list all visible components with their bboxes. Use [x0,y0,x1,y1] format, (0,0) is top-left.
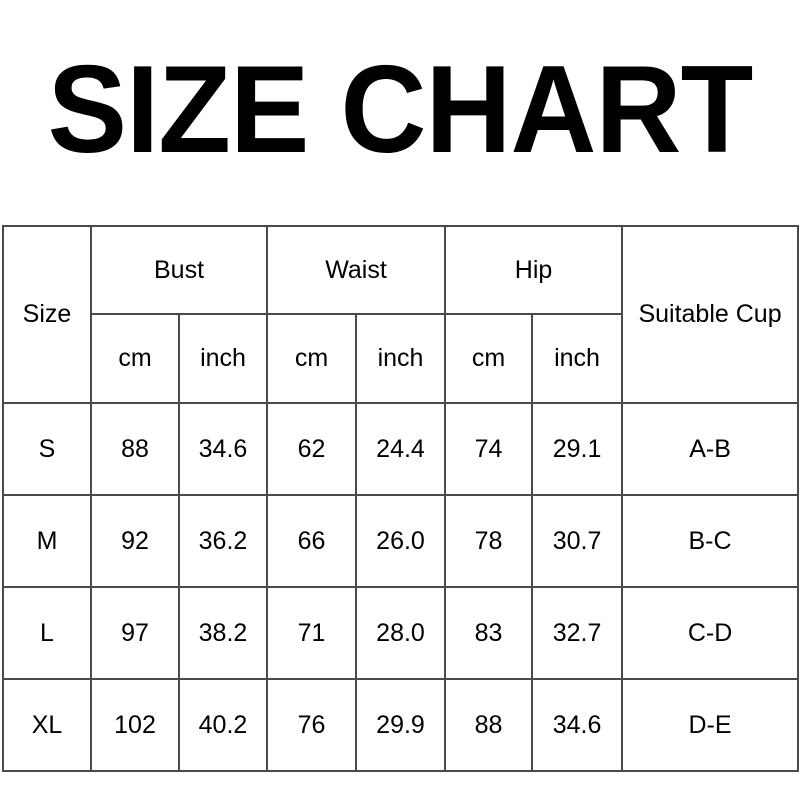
table-body: S 88 34.6 62 24.4 74 29.1 A-B M 92 36.2 … [2,402,800,772]
cell-hip-inch: 29.1 [531,402,624,496]
table-row: XL 102 40.2 76 29.9 88 34.6 D-E [2,678,800,772]
header-hip-cm: cm [444,313,534,404]
cell-waist-cm: 76 [266,678,357,772]
cell-hip-cm: 74 [444,402,534,496]
header-group-waist: Waist [265,225,447,315]
cell-bust-cm: 102 [90,678,180,772]
header-hip-inch: inch [531,313,624,404]
cell-waist-cm: 62 [266,402,357,496]
cell-size: M [2,494,92,588]
size-chart-table-container: Size Bust Waist Hip Suitable Cup cm inch… [2,225,800,772]
cell-waist-inch: 29.9 [354,678,447,772]
table-row: L 97 38.2 71 28.0 83 32.7 C-D [2,586,800,680]
table-row: M 92 36.2 66 26.0 78 30.7 B-C [2,494,800,588]
cell-bust-cm: 92 [90,494,180,588]
cell-waist-inch: 26.0 [354,494,447,588]
header-group-hip: Hip [444,225,624,315]
cell-hip-cm: 88 [444,678,534,772]
cell-bust-inch: 38.2 [178,586,268,680]
cell-hip-inch: 32.7 [531,586,624,680]
cell-waist-cm: 71 [266,586,357,680]
cell-bust-inch: 34.6 [178,402,268,496]
header-bust-cm: cm [90,313,180,404]
header-size: Size [2,225,92,404]
cell-size: L [2,586,92,680]
cell-hip-cm: 78 [444,494,534,588]
header-waist-inch: inch [354,313,447,404]
page-title: SIZE CHART [0,40,800,180]
size-chart-table: Size Bust Waist Hip Suitable Cup cm inch… [2,225,800,772]
cell-size: XL [2,678,92,772]
cell-waist-inch: 24.4 [354,402,447,496]
cell-waist-inch: 28.0 [354,586,447,680]
cell-size: S [2,402,92,496]
header-waist-cm: cm [266,313,357,404]
cell-bust-inch: 40.2 [178,678,268,772]
cell-bust-cm: 97 [90,586,180,680]
header-bust-inch: inch [178,313,268,404]
cell-bust-cm: 88 [90,402,180,496]
header-group-bust: Bust [90,225,268,315]
cell-cup: B-C [621,494,800,588]
header-suitable-cup: Suitable Cup [621,225,800,404]
page-title-text: SIZE CHART [47,41,754,179]
cell-hip-cm: 83 [444,586,534,680]
table-header-row-units: cm inch cm inch cm inch [3,313,798,404]
cell-bust-inch: 36.2 [178,494,268,588]
cell-hip-inch: 34.6 [531,678,624,772]
cell-hip-inch: 30.7 [531,494,624,588]
cell-waist-cm: 66 [266,494,357,588]
cell-cup: A-B [621,402,800,496]
table-header: Size Bust Waist Hip Suitable Cup cm inch… [2,225,800,404]
table-header-row-groups: Size Bust Waist Hip Suitable Cup [2,225,800,404]
table-row: S 88 34.6 62 24.4 74 29.1 A-B [2,402,800,496]
cell-cup: C-D [621,586,800,680]
cell-cup: D-E [621,678,800,772]
